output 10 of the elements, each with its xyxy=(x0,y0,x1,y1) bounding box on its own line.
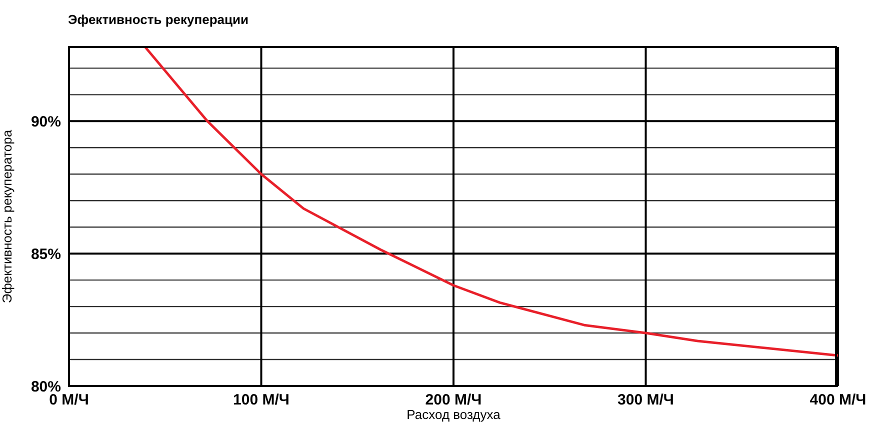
y-tick-label: 85% xyxy=(30,246,61,263)
y-tick-label: 90% xyxy=(30,113,61,130)
x-tick-label: 200 М/Ч xyxy=(425,392,482,409)
x-axis-title: Расход воздуха xyxy=(406,407,502,422)
line-series xyxy=(144,47,838,357)
chart-title: Эфективность рекуперации xyxy=(68,12,248,27)
y-axis-title: Эфективность рекуператора xyxy=(0,129,15,304)
x-tick-label: 300 М/Ч xyxy=(618,392,674,409)
x-tick-label: 100 М/Ч xyxy=(233,392,290,409)
x-tick-label: 400 М/Ч xyxy=(810,392,866,409)
